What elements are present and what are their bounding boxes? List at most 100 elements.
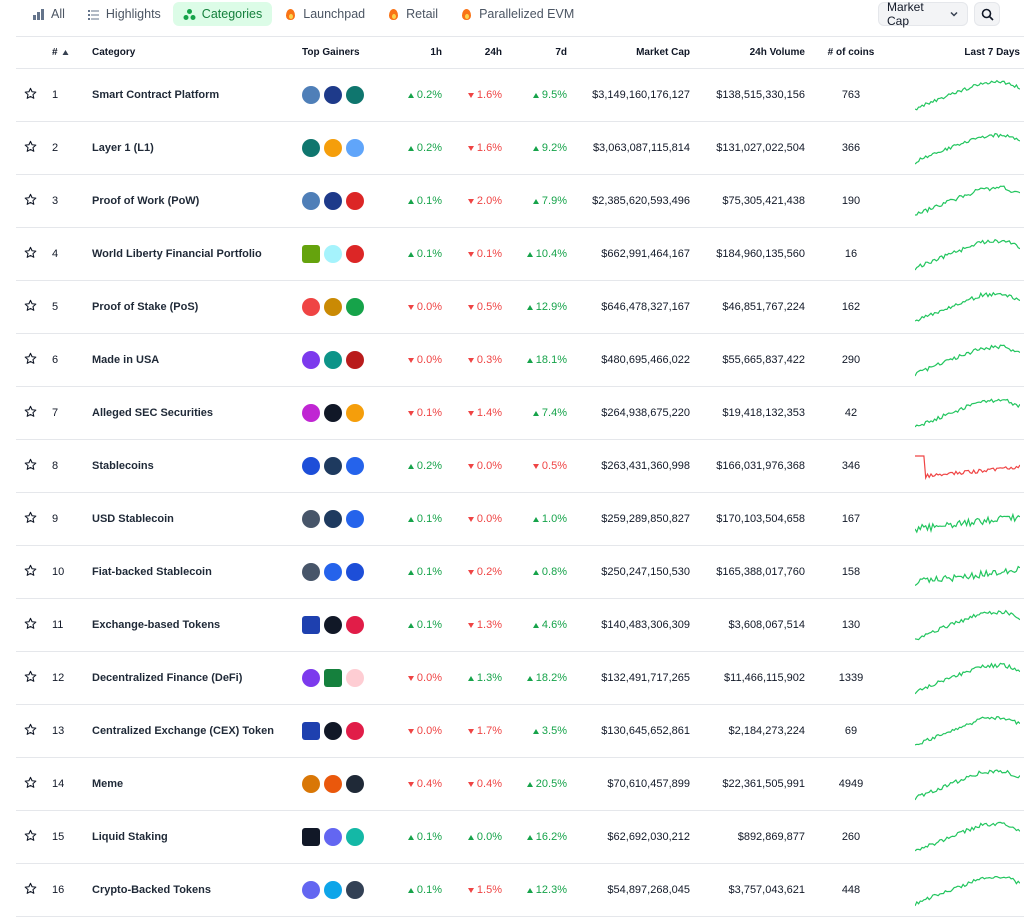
tab-retail[interactable]: Retail [377,2,448,26]
star-icon[interactable] [24,882,37,895]
category-link[interactable]: Alleged SEC Securities [92,406,214,419]
lion-token-icon[interactable] [324,775,342,793]
bug-token-icon[interactable] [346,669,364,687]
x-token-icon[interactable] [346,86,364,104]
cube-token-icon[interactable] [324,828,342,846]
chain-token-icon[interactable] [324,404,342,422]
star-icon[interactable] [24,140,37,153]
header-category[interactable]: Category [92,36,302,69]
category-link[interactable]: Smart Contract Platform [92,88,220,101]
usd-token-icon[interactable] [302,563,320,581]
dog-token-icon[interactable] [302,775,320,793]
tab-launchpad[interactable]: Launchpad [274,2,375,26]
header-7d[interactable]: 7d [502,36,567,69]
ep-token-icon[interactable] [302,828,320,846]
diamond-token-icon[interactable] [346,404,364,422]
star-icon[interactable] [24,723,37,736]
lock-token-icon[interactable] [346,722,364,740]
rainbow-token-icon[interactable] [302,298,320,316]
category-link[interactable]: Made in USA [92,353,160,366]
table-row[interactable]: 4 World Liberty Financial Portfolio 0.1% 0.… [16,227,1024,281]
category-link[interactable]: Stablecoins [92,459,154,472]
category-link[interactable]: Layer 1 (L1) [92,141,154,154]
star-icon[interactable] [24,511,37,524]
b-token-icon[interactable] [302,722,320,740]
category-link[interactable]: Crypto-Backed Tokens [92,883,211,896]
tab-categories[interactable]: Categories [172,2,273,26]
category-link[interactable]: Liquid Staking [92,830,168,843]
la-token-icon[interactable] [324,722,342,740]
pepe-token-icon[interactable] [324,298,342,316]
category-link[interactable]: Centralized Exchange (CEX) Token [92,724,274,737]
table-row[interactable]: 16 Crypto-Backed Tokens 0.1% 1.5% 12.3% $54,8… [16,863,1024,917]
star-icon[interactable] [24,299,37,312]
shield-token-icon[interactable] [302,86,320,104]
table-row[interactable]: 5 Proof of Stake (PoS) 0.0% 0.5% 12.9% $646,4… [16,280,1024,334]
anchor-token-icon[interactable] [324,457,342,475]
table-row[interactable]: 10 Fiat-backed Stablecoin 0.1% 0.2% 0.8% $250… [16,545,1024,599]
frog-token-icon[interactable] [302,245,320,263]
table-row[interactable]: 3 Proof of Work (PoW) 0.1% 2.0% 7.9% $2,385,6… [16,174,1024,228]
p-token-icon[interactable] [324,192,342,210]
category-link[interactable]: USD Stablecoin [92,512,174,525]
star-icon[interactable] [24,829,37,842]
a-token-icon[interactable] [346,192,364,210]
category-link[interactable]: Exchange-based Tokens [92,618,221,631]
b-token-icon[interactable] [302,616,320,634]
square-token-icon[interactable] [324,669,342,687]
table-row[interactable]: 1 Smart Contract Platform 0.2% 1.6% 9.5% $3,1… [16,68,1024,122]
star-icon[interactable] [24,352,37,365]
flag-token-icon[interactable] [346,351,364,369]
category-link[interactable]: Fiat-backed Stablecoin [92,565,212,578]
table-row[interactable]: 11 Exchange-based Tokens 0.1% 1.3% 4.6% $140,… [16,598,1024,652]
frame-token-icon[interactable] [346,298,364,316]
usd-token-icon[interactable] [302,510,320,528]
x-token-icon[interactable] [302,139,320,157]
category-link[interactable]: Meme [92,777,124,790]
sort-select[interactable]: Market Cap [878,0,968,28]
table-row[interactable]: 14 Meme 0.4% 0.4% 20.5% $70,610,457,899 $22,36… [16,757,1024,811]
g-token-icon[interactable] [346,563,364,581]
gear-token-icon[interactable] [346,139,364,157]
lock-token-icon[interactable] [346,616,364,634]
category-link[interactable]: Proof of Stake (PoS) [92,300,199,313]
p-token-icon[interactable] [324,86,342,104]
star-icon[interactable] [24,87,37,100]
star-icon[interactable] [24,670,37,683]
compass-token-icon[interactable] [302,881,320,899]
table-row[interactable]: 12 Decentralized Finance (DeFi) 0.0% 1.3% 18… [16,651,1024,705]
horse-token-icon[interactable] [346,881,364,899]
hex-token-icon[interactable] [302,351,320,369]
tab-highlights[interactable]: Highlights [77,2,171,26]
flag-token-icon[interactable] [346,457,364,475]
table-row[interactable]: 7 Alleged SEC Securities 0.1% 1.4% 7.4% $264,… [16,386,1024,440]
header-1h[interactable]: 1h [387,36,442,69]
header-24h[interactable]: 24h [442,36,502,69]
table-row[interactable]: 2 Layer 1 (L1) 0.2% 1.6% 9.2% $3,063,087,115,… [16,121,1024,175]
flag-token-icon[interactable] [346,510,364,528]
table-row[interactable]: 9 USD Stablecoin 0.1% 0.0% 1.0% $259,289,850,… [16,492,1024,546]
category-link[interactable]: World Liberty Financial Portfolio [92,247,262,260]
flag-token-icon[interactable] [324,563,342,581]
s-token-icon[interactable] [346,245,364,263]
la-token-icon[interactable] [324,616,342,634]
table-row[interactable]: 15 Liquid Staking 0.1% 0.0% 16.2% $62,692,030… [16,810,1024,864]
snowflake-token-icon[interactable] [324,881,342,899]
tab-all[interactable]: All [22,2,75,26]
star-icon[interactable] [24,617,37,630]
anchor-token-icon[interactable] [324,510,342,528]
star-icon[interactable] [24,458,37,471]
table-row[interactable]: 13 Centralized Exchange (CEX) Token 0.0% 1.… [16,704,1024,758]
header-volume[interactable]: 24h Volume [690,36,805,69]
star-icon[interactable] [24,776,37,789]
star-icon[interactable] [24,193,37,206]
gem-token-icon[interactable] [346,828,364,846]
star-icon[interactable] [24,246,37,259]
pinwheel-token-icon[interactable] [324,139,342,157]
category-link[interactable]: Proof of Work (PoW) [92,194,200,207]
star-icon[interactable] [24,405,37,418]
table-row[interactable]: 6 Made in USA 0.0% 0.3% 18.1% $480,695,466,02… [16,333,1024,387]
burst-token-icon[interactable] [324,245,342,263]
s-token-icon[interactable] [324,351,342,369]
ring-token-icon[interactable] [302,404,320,422]
